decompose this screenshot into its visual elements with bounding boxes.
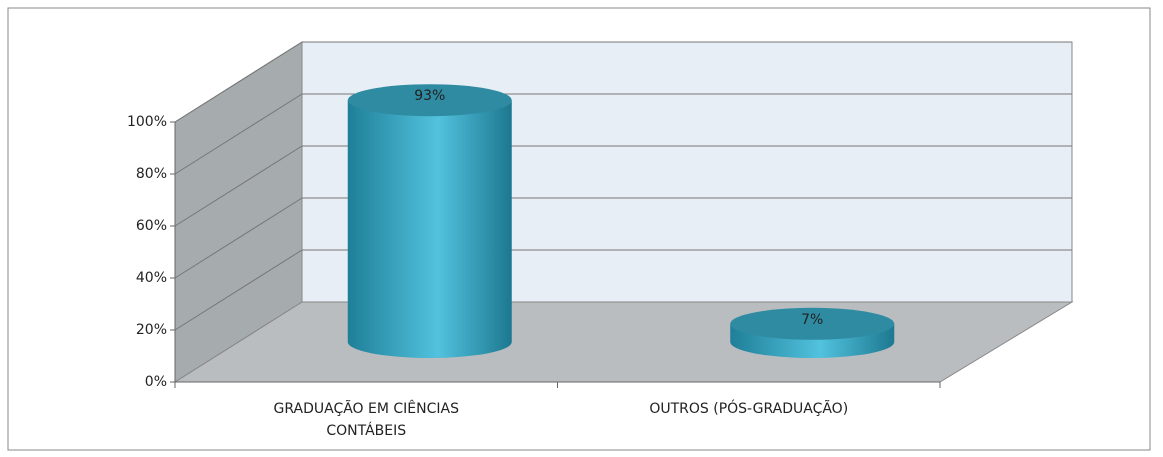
floor bbox=[173, 301, 1074, 383]
bar-top bbox=[730, 307, 895, 340]
y-tick-label: 0% bbox=[145, 374, 167, 390]
value-label: 93% bbox=[414, 88, 445, 104]
y-tick-label: 20% bbox=[136, 322, 167, 338]
bar-top bbox=[347, 84, 512, 117]
x-tick-label: OUTROS (PÓS-GRADUAÇÃO) bbox=[649, 401, 849, 417]
y-tick-label: 40% bbox=[136, 270, 167, 286]
value-label: 7% bbox=[801, 312, 823, 328]
bar bbox=[347, 100, 512, 358]
grid-line bbox=[174, 93, 303, 175]
grid-line bbox=[174, 249, 303, 331]
grid-line bbox=[174, 197, 303, 279]
y-tick-label: 80% bbox=[136, 166, 167, 182]
y-tick-label: 60% bbox=[136, 218, 167, 234]
y-tick-label: 100% bbox=[127, 114, 167, 130]
x-tick-label: GRADUAÇÃO EM CIÊNCIAS CONTÁBEIS bbox=[273, 401, 460, 439]
grid-line bbox=[174, 41, 303, 123]
grid-line bbox=[174, 145, 303, 227]
